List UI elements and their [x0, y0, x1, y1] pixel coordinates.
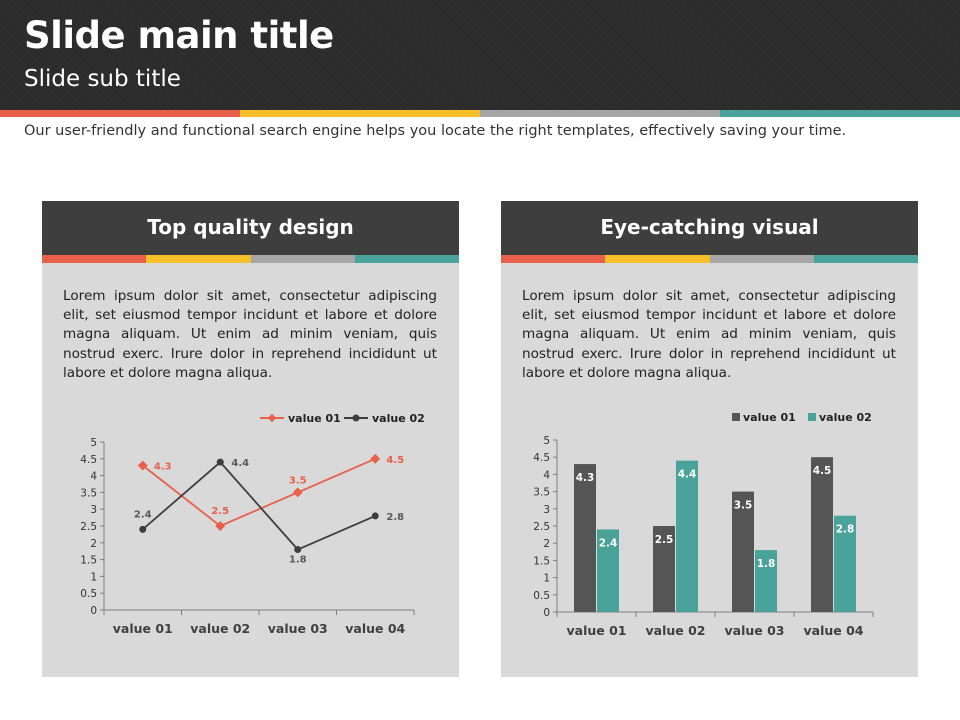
panel-right: Eye-catching visual Lorem ipsum dolor si… — [501, 201, 918, 677]
legend-label: value 02 — [819, 411, 872, 424]
y-tick-label: 2.5 — [80, 521, 97, 533]
data-point-circle — [371, 512, 379, 520]
legend-swatch — [808, 413, 816, 421]
data-label: 4.5 — [386, 455, 404, 466]
x-tick-label: value 01 — [113, 621, 173, 636]
x-tick-label: value 04 — [345, 621, 405, 636]
series-line-2 — [142, 460, 376, 551]
y-tick-label: 4.5 — [533, 452, 550, 464]
panel-left-body: Lorem ipsum dolor sit amet, consectetur … — [63, 288, 437, 381]
data-label: 2.5 — [211, 506, 229, 517]
line-chart: 0 0.5 1 1.5 2 2.5 3 3.5 4 4.5 5 value 01 value 02 val… — [80, 412, 425, 636]
y-tick-label: 3.5 — [533, 487, 550, 499]
data-point-diamond — [215, 521, 226, 531]
data-label: 3.5 — [289, 475, 307, 486]
y-tick-label: 0.5 — [533, 590, 550, 602]
y-tick-label: 5 — [543, 435, 550, 447]
panel-right-stripe — [501, 255, 918, 263]
data-point-diamond — [137, 460, 148, 471]
panel-right-body: Lorem ipsum dolor sit amet, consectetur … — [522, 288, 896, 381]
intro-text: Our user-friendly and functional search … — [24, 123, 847, 139]
data-label: 2.4 — [134, 509, 152, 520]
y-tick-label: 4 — [543, 469, 550, 481]
y-tick-label: 3 — [543, 504, 550, 516]
stripe-gray — [480, 110, 720, 117]
stripe-teal — [720, 110, 960, 117]
data-label: 2.8 — [386, 512, 404, 523]
bar — [676, 460, 698, 612]
y-tick-label: 1.5 — [533, 555, 550, 567]
slide-sub-title: Slide sub title — [24, 66, 181, 92]
y-tick-label: 2 — [543, 538, 550, 550]
y-tick-label: 0 — [543, 607, 550, 619]
data-point-circle — [294, 546, 302, 554]
bar-value-label: 2.8 — [836, 524, 855, 536]
x-tick-label: value 02 — [646, 623, 706, 638]
y-tick-label: 4 — [90, 471, 97, 483]
header-color-stripe — [0, 110, 960, 117]
data-point-diamond — [370, 453, 381, 464]
slide-header: Slide main title Slide sub title — [0, 0, 960, 110]
y-tick-label: 1 — [90, 571, 97, 583]
y-tick-label: 5 — [90, 437, 97, 449]
x-tick-label: value 01 — [567, 623, 627, 638]
legend-label: value 02 — [372, 412, 425, 425]
y-tick-label: 2 — [90, 538, 97, 550]
bar-value-label: 4.4 — [678, 469, 697, 481]
bar — [653, 526, 675, 612]
bar — [574, 464, 596, 612]
series-line-1 — [142, 457, 376, 528]
y-tick-label: 0 — [90, 605, 97, 617]
x-tick-label: value 04 — [804, 623, 864, 638]
bar-value-label: 2.5 — [655, 534, 674, 546]
data-point-diamond — [292, 487, 303, 498]
stripe-yellow — [240, 110, 480, 117]
legend-diamond-marker — [267, 413, 277, 423]
panel-left: Top quality design Lorem ipsum dolor sit… — [42, 201, 459, 677]
data-point-circle — [216, 458, 224, 466]
bar-value-label: 1.8 — [757, 558, 776, 570]
data-point-circle — [139, 525, 147, 533]
data-label: 4.3 — [154, 462, 172, 473]
x-tick-label: value 03 — [268, 621, 328, 636]
stripe-red — [0, 110, 240, 117]
bar — [755, 550, 777, 612]
legend-label: value 01 — [743, 411, 796, 424]
bar-value-label: 4.5 — [813, 465, 832, 477]
bar — [732, 491, 754, 612]
y-tick-label: 3.5 — [80, 487, 97, 499]
x-tick-label: value 03 — [725, 623, 785, 638]
y-tick-label: 1.5 — [80, 555, 97, 567]
y-tick-label: 0.5 — [80, 588, 97, 600]
panel-left-title: Top quality design — [42, 201, 459, 255]
y-tick-label: 1 — [543, 573, 550, 585]
y-tick-label: 4.5 — [80, 454, 97, 466]
legend-circle-marker — [352, 414, 360, 422]
legend-label: value 01 — [288, 412, 341, 425]
bar — [834, 515, 856, 612]
bar-value-label: 2.4 — [599, 537, 618, 549]
data-label: 4.4 — [231, 458, 249, 469]
y-tick-label: 3 — [90, 504, 97, 516]
bar-value-label: 3.5 — [734, 500, 753, 512]
x-tick-label: value 02 — [190, 621, 250, 636]
bar-chart: 0 0.5 1 1.5 2 2.5 3 3.5 4 4.5 5 value 01 value 02 val… — [533, 411, 874, 638]
panel-right-title: Eye-catching visual — [501, 201, 918, 255]
bar-value-label: 4.3 — [576, 472, 595, 484]
bar — [597, 529, 619, 612]
data-label: 1.8 — [289, 555, 307, 566]
y-tick-label: 2.5 — [533, 521, 550, 533]
bar — [811, 457, 833, 612]
panel-left-stripe — [42, 255, 459, 263]
legend-swatch — [732, 413, 740, 421]
slide-main-title: Slide main title — [24, 14, 334, 57]
